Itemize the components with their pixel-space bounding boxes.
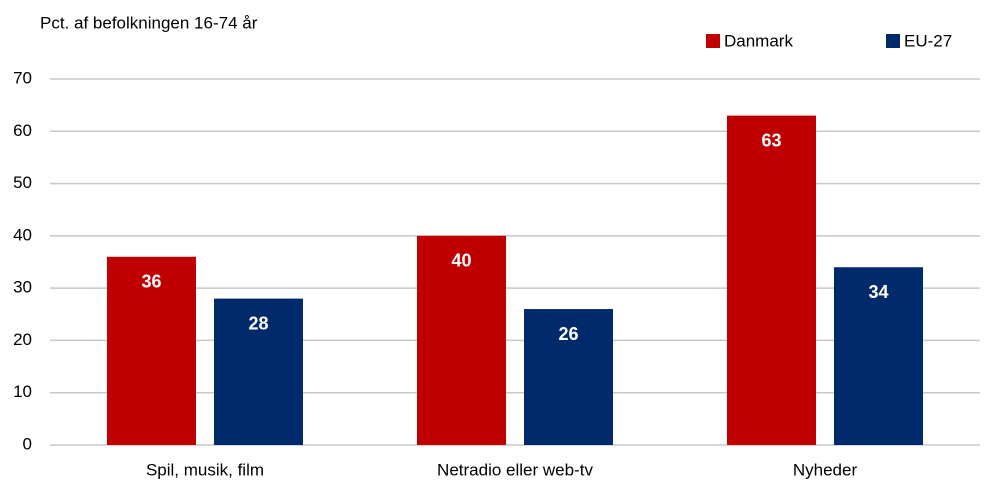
bar	[834, 267, 923, 445]
bar	[727, 115, 816, 445]
y-tick-label: 50	[13, 173, 32, 192]
bar	[107, 256, 196, 445]
y-tick-label: 20	[13, 330, 32, 349]
value-label: 34	[868, 282, 888, 302]
value-label: 40	[451, 251, 471, 271]
value-label: 26	[558, 324, 578, 344]
x-tick-label: Spil, musik, film	[146, 460, 264, 479]
y-tick-label: 10	[13, 382, 32, 401]
value-label: 28	[248, 313, 268, 333]
bar	[417, 235, 506, 445]
legend-label: Danmark	[724, 31, 793, 50]
value-label: 63	[761, 130, 781, 150]
legend-swatch	[706, 34, 720, 48]
y-axis-label: Pct. af befolkningen 16-74 år	[40, 13, 258, 32]
y-tick-label: 60	[13, 121, 32, 140]
bar	[524, 309, 613, 445]
x-tick-label: Nyheder	[793, 460, 858, 479]
legend-label: EU-27	[904, 31, 952, 50]
y-tick-label: 40	[13, 225, 32, 244]
bar	[214, 298, 303, 445]
legend-swatch	[886, 34, 900, 48]
y-tick-label: 30	[13, 278, 32, 297]
x-tick-label: Netradio eller web-tv	[437, 460, 593, 479]
value-label: 36	[141, 272, 161, 292]
y-tick-label: 0	[23, 434, 32, 453]
y-tick-label: 70	[13, 68, 32, 87]
